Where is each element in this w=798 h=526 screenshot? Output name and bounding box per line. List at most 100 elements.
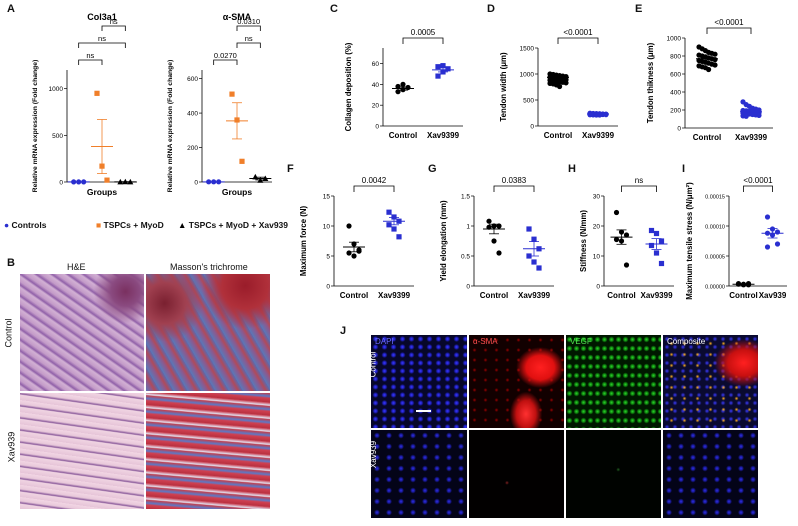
data-point: [648, 227, 655, 234]
significance-bracket: [493, 185, 535, 192]
data-point: [764, 244, 771, 250]
data-point: [623, 262, 630, 268]
chart-tensile-stress: 0.00000 0.00005 0.00010 0.00015 Maximum tens…: [685, 176, 787, 300]
y-tick-label: 10: [593, 254, 601, 261]
y-tick-label: 60: [372, 61, 380, 68]
y-axis-label: Tendon thikness (μm): [646, 42, 655, 123]
significance-bracket: [78, 42, 126, 48]
chart-collagen-deposition: 0 20 40 60 Collagen deposition (%) Control Xav…: [344, 28, 463, 140]
legend-label: TSPCs + MyoD: [103, 220, 164, 230]
x-tick-label: Xav9399: [427, 131, 460, 140]
chart-maximum-force: 0 5 10 15 Maximum force (N) Control Xav9399 0.0…: [299, 176, 414, 300]
data-point: [597, 112, 603, 118]
chart-tendon-thickness: 0 200 400 600 800 1000 Tendon thikness (μm) Con…: [646, 18, 773, 142]
data-point: [395, 83, 401, 90]
data-point: [400, 81, 406, 87]
data-point: [653, 230, 660, 237]
y-tick-label: 500: [523, 98, 534, 105]
y-tick-label: 0: [596, 284, 600, 291]
y-tick-label: 15: [323, 194, 331, 201]
data-point: [536, 265, 542, 271]
x-tick-label: Control: [693, 133, 721, 142]
data-point: [346, 250, 352, 256]
data-point: [496, 223, 502, 229]
y-tick-label: 0.00000: [705, 285, 725, 291]
data-point: [391, 226, 397, 232]
panel-letter-b: B: [7, 257, 15, 269]
panel-letter-f: F: [287, 163, 294, 175]
data-point: [653, 250, 660, 256]
legend-item-xav: ▲ TSPCs + MyoD + Xav939: [178, 220, 288, 230]
significance-bracket: [101, 25, 126, 31]
x-tick-label: Xav9399: [735, 133, 768, 142]
significance-bracket: [236, 25, 261, 31]
chart-alpha-sma: α-SMA 0 200 400 600 Relative mRNA expression …: [167, 12, 272, 197]
significance-label: <0.0001: [743, 176, 773, 185]
data-point: [531, 236, 537, 242]
chart-stiffness: 0 10 20 30 Stiffness (N/mm) Control Xav9399 ns: [579, 176, 674, 300]
fluo-sma-xav: [469, 430, 564, 518]
y-axis-label: Tendon width (μm): [499, 52, 508, 122]
fluo-vegf-control: [566, 335, 661, 428]
significance-label: ns: [98, 34, 106, 43]
fluo-header-sma: α-SMA: [473, 337, 498, 346]
histology-masson-xav: [146, 393, 270, 509]
data-point: [94, 90, 100, 96]
significance-bracket: [236, 42, 261, 48]
significance-bracket: [402, 37, 444, 44]
panel-letter-i: I: [682, 163, 686, 175]
data-point: [712, 57, 718, 63]
data-point: [496, 250, 502, 256]
significance-bracket: [213, 59, 238, 65]
y-tick-label: 30: [593, 194, 601, 201]
x-tick-label: Xav9399: [378, 291, 411, 300]
circle-marker-icon: ●: [4, 220, 10, 230]
y-tick-label: 200: [670, 108, 681, 115]
data-point: [613, 236, 620, 243]
significance-bracket: [353, 185, 395, 192]
panel-letter-e: E: [635, 3, 643, 15]
data-point: [435, 64, 441, 70]
panel-letter-j: J: [340, 325, 347, 337]
data-point: [491, 238, 497, 244]
legend-label: TSPCs + MyoD + Xav939: [188, 220, 289, 230]
fluo-composite-control: [663, 335, 758, 428]
histology-col-header-masson: Masson's trichrome: [170, 262, 248, 272]
data-point: [557, 83, 563, 90]
significance-bracket: [706, 27, 752, 34]
x-tick-label: Control: [729, 291, 757, 300]
significance-bracket: [743, 185, 773, 192]
data-point: [239, 158, 245, 164]
data-point: [435, 73, 441, 79]
fluo-header-vegf: VEGF: [570, 337, 592, 346]
significance-label: 0.0310: [237, 17, 260, 26]
significance-bracket: [557, 37, 599, 44]
y-tick-label: 0: [530, 124, 534, 131]
x-axis-label: Groups: [87, 187, 117, 197]
y-tick-label: 5: [326, 254, 330, 261]
histology-col-header-he: H&E: [67, 262, 86, 272]
histology-row-label-control: Control: [3, 318, 14, 348]
scale-bar: [416, 410, 431, 412]
data-point: [229, 91, 235, 97]
data-point: [391, 214, 397, 220]
y-axis-label: Maximum force (N): [299, 206, 308, 277]
fluo-row-label-xav: Xav939: [369, 440, 379, 469]
y-axis-label: Relative mRNA expression (Fold change): [167, 60, 174, 193]
data-point: [658, 238, 665, 244]
data-point: [252, 173, 259, 180]
significance-bracket: [78, 59, 103, 65]
y-tick-label: 1500: [520, 46, 535, 53]
y-tick-label: 0: [194, 180, 198, 187]
histology-masson-control: [146, 274, 270, 391]
x-tick-label: Xav9399: [640, 291, 673, 300]
chart-tendon-width: 0 500 1000 1500 Tendon width (μm) Control Xav9…: [499, 28, 618, 140]
data-point: [743, 113, 749, 119]
fluo-sma-control: [469, 335, 564, 428]
chart-title: α-SMA: [223, 12, 252, 22]
y-axis-label: Relative mRNA expression (Fold change): [32, 60, 39, 193]
data-point: [526, 226, 532, 232]
significance-label: <0.0001: [714, 18, 744, 27]
y-tick-label: 0: [375, 124, 379, 131]
panel-letter-d: D: [487, 3, 495, 15]
